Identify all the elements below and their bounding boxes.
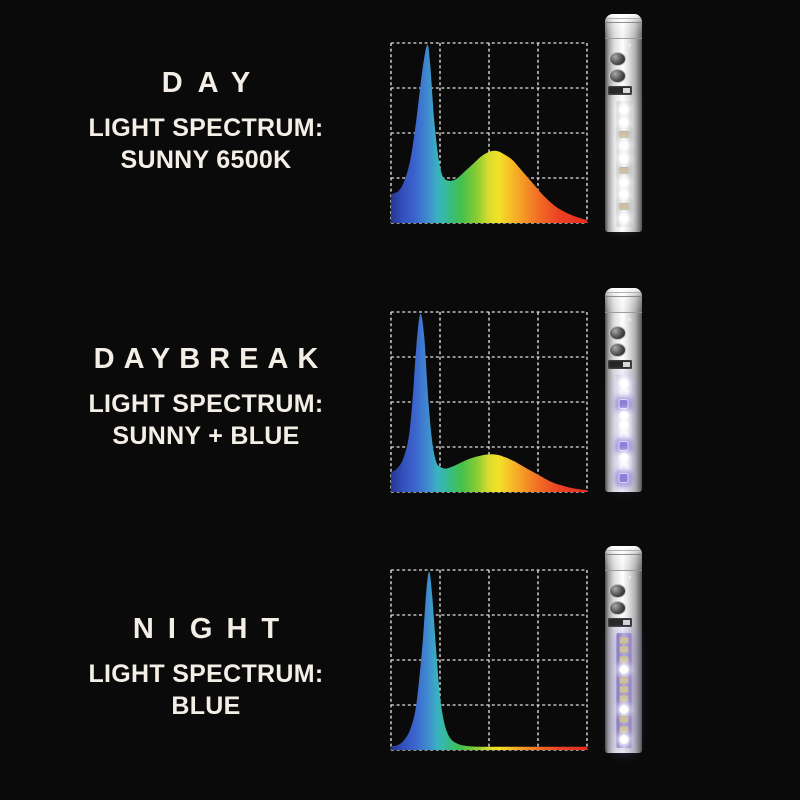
row-subtitle-night: LIGHT SPECTRUM: BLUE: [28, 658, 384, 722]
subtitle-line2: SUNNY + BLUE: [112, 422, 300, 450]
led-white: [619, 190, 628, 200]
subtitle-line2: BLUE: [171, 692, 241, 720]
led-violet: [618, 441, 629, 452]
led-white: [619, 704, 628, 714]
led-white: [619, 154, 628, 164]
led-tube-day: [605, 14, 642, 232]
pin-dot: [616, 576, 620, 579]
spectrum-chart-night-svg: [390, 569, 588, 751]
tube-rim: [606, 18, 641, 23]
led-white: [619, 141, 628, 151]
tube-pins: [605, 576, 642, 579]
spectrum-chart-night: [390, 569, 588, 751]
pin-dot: [616, 318, 620, 321]
spectrum-area: [391, 313, 587, 492]
subtitle-line2: SUNNY 6500K: [120, 146, 292, 174]
led-white: [619, 665, 628, 675]
spectrum-chart-day-svg: [390, 42, 588, 224]
led-strip-daybreak: [616, 375, 631, 487]
led-tube-daybreak: [605, 288, 642, 492]
led-chip: [619, 166, 628, 174]
led-chip: [619, 655, 628, 663]
pin-dot: [616, 44, 620, 47]
led-chip: [619, 130, 628, 138]
led-white: [619, 410, 628, 420]
spectrum-chart-daybreak: [390, 311, 588, 493]
led-violet: [618, 472, 629, 483]
led-chip: [619, 203, 628, 211]
label-block-night: NIGHT LIGHT SPECTRUM: BLUE: [28, 612, 384, 722]
label-block-daybreak: DAYBREAK LIGHT SPECTRUM: SUNNY + BLUE: [28, 342, 384, 452]
led-strip-night: [616, 633, 631, 748]
capacitor-icon: [609, 584, 626, 598]
led-violet: [618, 399, 629, 410]
led-white: [619, 420, 628, 430]
led-chip: [619, 725, 628, 733]
tube-pins: [605, 44, 642, 47]
row-subtitle-day: LIGHT SPECTRUM: SUNNY 6500K: [28, 112, 384, 176]
led-white: [619, 213, 628, 223]
spectrum-area: [391, 571, 587, 750]
led-white: [619, 734, 628, 744]
led-chip: [619, 646, 628, 654]
led-tube-night: [605, 546, 642, 753]
led-chip: [619, 716, 628, 724]
connector-block: [608, 618, 632, 627]
tube-rim: [606, 550, 641, 555]
capacitor-icon: [609, 326, 626, 340]
subtitle-line1: LIGHT SPECTRUM:: [88, 390, 324, 418]
led-strip-day: [616, 101, 631, 227]
capacitor-icon: [609, 601, 626, 615]
subtitle-line1: LIGHT SPECTRUM:: [88, 114, 324, 142]
capacitor-icon: [609, 69, 626, 83]
led-white: [619, 389, 628, 399]
row-subtitle-daybreak: LIGHT SPECTRUM: SUNNY + BLUE: [28, 388, 384, 452]
spectrum-chart-daybreak-svg: [390, 311, 588, 493]
led-white: [619, 452, 628, 462]
pin-dot: [627, 318, 631, 321]
connector-block: [608, 86, 632, 95]
tube-rim: [606, 292, 641, 297]
led-white: [619, 431, 628, 441]
led-white: [619, 105, 628, 114]
led-white: [619, 462, 628, 472]
connector-block: [608, 360, 632, 369]
row-title-daybreak: DAYBREAK: [93, 343, 328, 375]
led-white: [619, 177, 628, 187]
pin-dot: [627, 44, 631, 47]
tube-pins: [605, 318, 642, 321]
capacitor-icon: [609, 52, 626, 66]
pin-dot: [627, 576, 631, 579]
led-chip: [619, 637, 628, 644]
led-chip: [619, 685, 628, 693]
row-title-day: DAY: [161, 67, 266, 99]
capacitor-icon: [609, 343, 626, 357]
chart-grid: [390, 569, 588, 751]
subtitle-line1: LIGHT SPECTRUM:: [88, 660, 324, 688]
led-white: [619, 379, 628, 388]
led-chip: [619, 695, 628, 703]
spectrum-area: [391, 44, 587, 223]
spectrum-chart-day: [390, 42, 588, 224]
led-white: [619, 117, 628, 127]
row-title-night: NIGHT: [132, 613, 294, 645]
label-block-day: DAY LIGHT SPECTRUM: SUNNY 6500K: [28, 66, 384, 176]
led-chip: [619, 676, 628, 684]
